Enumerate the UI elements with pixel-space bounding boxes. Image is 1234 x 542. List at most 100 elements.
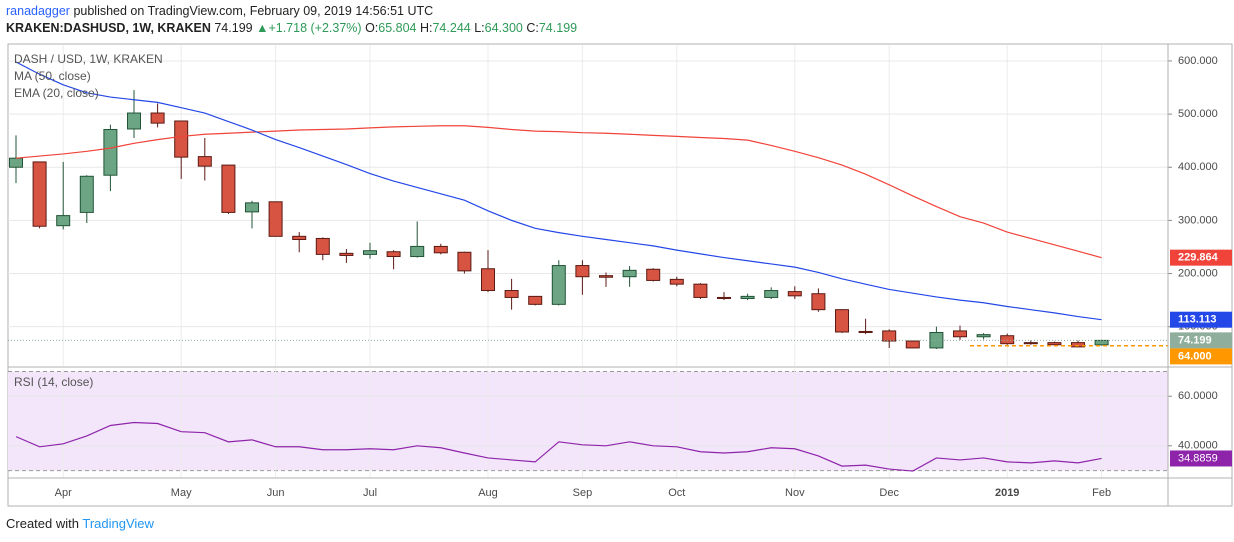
candle-body bbox=[504, 290, 519, 298]
candle-body bbox=[717, 296, 731, 300]
quote-line: KRAKEN:DASHUSD, 1W, KRAKEN 74.199 ▲+1.71… bbox=[6, 21, 577, 35]
candle-body bbox=[976, 334, 991, 338]
last-value-box bbox=[1170, 249, 1232, 266]
c-label: C: bbox=[526, 21, 539, 35]
y-tick-label: 40.0000 bbox=[1178, 440, 1218, 452]
created-with: Created with bbox=[6, 516, 79, 531]
last-value-label: 34.8859 bbox=[1178, 452, 1218, 464]
pane-title: DASH / USD, 1W, KRAKEN bbox=[14, 52, 163, 66]
candle-body bbox=[882, 330, 897, 342]
candle-body bbox=[646, 268, 661, 281]
publish-line: ranadagger published on TradingView.com,… bbox=[6, 4, 433, 18]
candle-body bbox=[953, 330, 967, 338]
candle-body bbox=[858, 330, 873, 334]
symbol: KRAKEN:DASHUSD, 1W, KRAKEN bbox=[6, 21, 211, 35]
low: 64.300 bbox=[484, 21, 523, 35]
last: 74.199 bbox=[214, 21, 253, 35]
candle-body bbox=[1000, 335, 1015, 345]
candle-body bbox=[1047, 342, 1062, 346]
candle-body bbox=[127, 112, 141, 130]
y-tick-label: 500.000 bbox=[1178, 108, 1218, 120]
open: 65.804 bbox=[378, 21, 417, 35]
x-tick-label: 2019 bbox=[995, 487, 1019, 499]
h-label: H: bbox=[419, 21, 433, 35]
legend-entry: MA (50, close) bbox=[14, 69, 91, 83]
last-value-label: 74.199 bbox=[1178, 334, 1212, 346]
brand[interactable]: TradingView bbox=[82, 516, 154, 531]
candle-body bbox=[1023, 342, 1038, 345]
candle-body bbox=[56, 215, 71, 227]
author[interactable]: ranadagger bbox=[6, 4, 70, 18]
last-value-label: 229.864 bbox=[1178, 252, 1219, 264]
l-label: L: bbox=[474, 21, 485, 35]
last-value-box bbox=[1170, 450, 1232, 467]
y-tick-label: 300.000 bbox=[1178, 214, 1218, 226]
x-tick-label: Apr bbox=[55, 487, 72, 499]
y-tick-label: 60.0000 bbox=[1178, 390, 1218, 402]
ma-line bbox=[15, 61, 1102, 321]
candle-body bbox=[315, 237, 330, 255]
candle-body bbox=[292, 235, 307, 241]
candle-body bbox=[1094, 339, 1109, 346]
candle-body bbox=[221, 164, 236, 213]
candle-body bbox=[363, 250, 377, 255]
candle-body bbox=[245, 202, 259, 213]
candle-body bbox=[268, 201, 283, 237]
x-tick-label: Oct bbox=[668, 487, 685, 499]
candle-body bbox=[410, 245, 425, 258]
ma-line bbox=[15, 125, 1102, 259]
pane-title: RSI (14, close) bbox=[14, 375, 93, 389]
last-value-box bbox=[1170, 311, 1232, 328]
candle-body bbox=[669, 278, 684, 285]
last-value-box bbox=[1170, 348, 1232, 365]
o-label: O: bbox=[365, 21, 379, 35]
candle-body bbox=[551, 265, 566, 305]
candle-body bbox=[528, 295, 543, 305]
change: +1.718 (+2.37%) bbox=[268, 21, 362, 35]
candle-body bbox=[1071, 342, 1085, 348]
candle-body bbox=[197, 156, 212, 167]
x-tick-label: Feb bbox=[1092, 487, 1111, 499]
x-tick-label: Nov bbox=[785, 487, 805, 499]
x-tick-label: May bbox=[171, 487, 192, 499]
y-tick-label: 600.000 bbox=[1178, 55, 1218, 67]
candle-body bbox=[174, 120, 189, 158]
last-value-box bbox=[1170, 332, 1232, 349]
candle-body bbox=[150, 112, 165, 124]
x-tick-label: Sep bbox=[573, 487, 593, 499]
high: 74.244 bbox=[432, 21, 471, 35]
candle-body bbox=[481, 268, 495, 292]
candle-body bbox=[9, 157, 23, 168]
candle-body bbox=[79, 175, 94, 213]
candle-body bbox=[32, 161, 47, 227]
x-tick-label: Aug bbox=[478, 487, 498, 499]
candle-body bbox=[835, 309, 849, 333]
rsi-band bbox=[8, 371, 1168, 471]
candle-body bbox=[575, 265, 590, 278]
footer: Created with TradingView bbox=[6, 516, 154, 531]
last-value-label: 64.000 bbox=[1178, 350, 1212, 362]
arrow: ▲ bbox=[256, 21, 269, 35]
candle-body bbox=[811, 293, 826, 311]
frame bbox=[7, 43, 1233, 507]
candle-body bbox=[764, 290, 779, 298]
candle-body bbox=[622, 269, 637, 278]
candle-body bbox=[740, 295, 755, 300]
candle-body bbox=[339, 252, 354, 256]
candle-body bbox=[386, 251, 401, 258]
x-tick-label: Dec bbox=[879, 487, 899, 499]
close: 74.199 bbox=[538, 21, 578, 35]
published: published on TradingView.com, February 0… bbox=[73, 4, 434, 18]
candle-body bbox=[905, 340, 920, 349]
candle-body bbox=[433, 245, 448, 254]
last-value-label: 113.113 bbox=[1178, 314, 1217, 326]
candle-body bbox=[693, 283, 708, 298]
candle-body bbox=[787, 291, 802, 297]
rsi-line bbox=[15, 421, 1102, 472]
candle-body bbox=[457, 251, 472, 272]
candle-body bbox=[103, 129, 118, 176]
y-tick-label: 200.000 bbox=[1178, 267, 1218, 279]
x-tick-label: Jun bbox=[267, 487, 285, 499]
